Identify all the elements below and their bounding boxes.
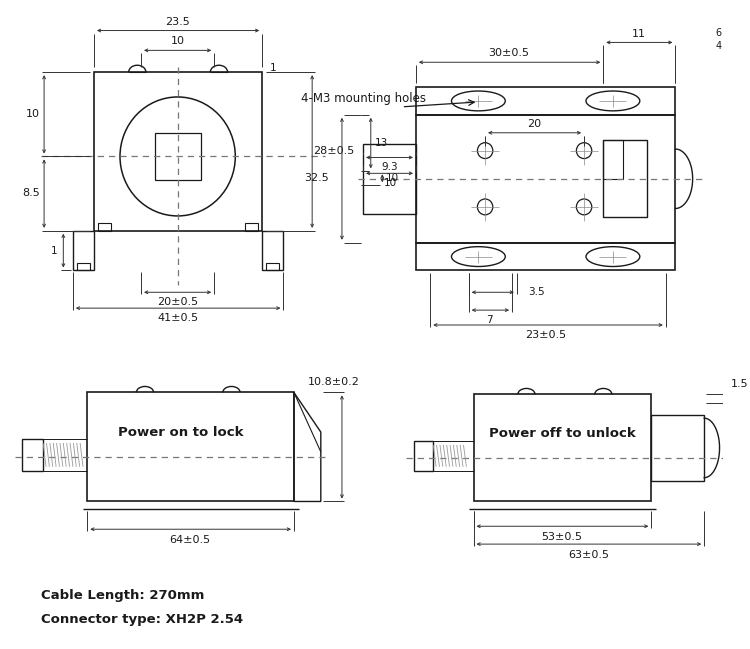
Bar: [73, 231, 94, 271]
Text: 32.5: 32.5: [304, 173, 328, 183]
Text: 10.8±0.2: 10.8±0.2: [308, 378, 360, 387]
Bar: [87, 393, 294, 502]
Bar: [266, 263, 280, 271]
Text: 28±0.5: 28±0.5: [313, 147, 354, 156]
Text: 23.5: 23.5: [165, 17, 190, 27]
Bar: [473, 395, 651, 502]
Text: 6: 6: [716, 27, 722, 38]
Bar: [154, 132, 201, 180]
Bar: [414, 441, 434, 471]
Text: 13: 13: [374, 138, 388, 147]
Text: 1: 1: [50, 245, 57, 256]
Text: 10: 10: [386, 173, 399, 183]
Text: 20: 20: [527, 119, 542, 129]
Bar: [245, 223, 258, 231]
Text: 4-M3 mounting holes: 4-M3 mounting holes: [301, 92, 426, 105]
Text: Cable Length: 270mm: Cable Length: 270mm: [41, 589, 205, 602]
Bar: [98, 223, 111, 231]
Text: 1.5: 1.5: [731, 380, 748, 389]
Text: 10: 10: [383, 178, 397, 188]
Bar: [94, 72, 262, 231]
Bar: [416, 115, 675, 243]
Bar: [603, 140, 622, 178]
Text: 8.5: 8.5: [22, 188, 40, 198]
Text: Power off to unlock: Power off to unlock: [488, 426, 635, 439]
Text: 11: 11: [632, 29, 646, 38]
Text: 63±0.5: 63±0.5: [568, 550, 610, 560]
Text: 7: 7: [487, 315, 494, 325]
Text: 41±0.5: 41±0.5: [157, 313, 198, 323]
Bar: [651, 415, 704, 481]
Text: 30±0.5: 30±0.5: [489, 48, 530, 58]
Text: 10: 10: [171, 36, 184, 47]
Text: Power on to lock: Power on to lock: [118, 426, 243, 439]
Bar: [262, 231, 284, 271]
Text: Connector type: XH2P 2.54: Connector type: XH2P 2.54: [41, 613, 243, 626]
Text: 23±0.5: 23±0.5: [525, 330, 566, 340]
Text: 1: 1: [270, 63, 277, 73]
Text: 4: 4: [716, 42, 722, 51]
Text: 53±0.5: 53±0.5: [542, 532, 583, 542]
Text: 9.3: 9.3: [382, 162, 398, 173]
Bar: [603, 140, 646, 217]
Bar: [363, 143, 416, 214]
Text: 10: 10: [26, 109, 40, 119]
Bar: [416, 87, 675, 115]
Bar: [76, 263, 90, 271]
Text: 64±0.5: 64±0.5: [170, 535, 211, 545]
Text: 3.5: 3.5: [528, 288, 545, 297]
Bar: [416, 243, 675, 271]
Text: 20±0.5: 20±0.5: [157, 297, 198, 307]
Bar: [22, 439, 44, 471]
